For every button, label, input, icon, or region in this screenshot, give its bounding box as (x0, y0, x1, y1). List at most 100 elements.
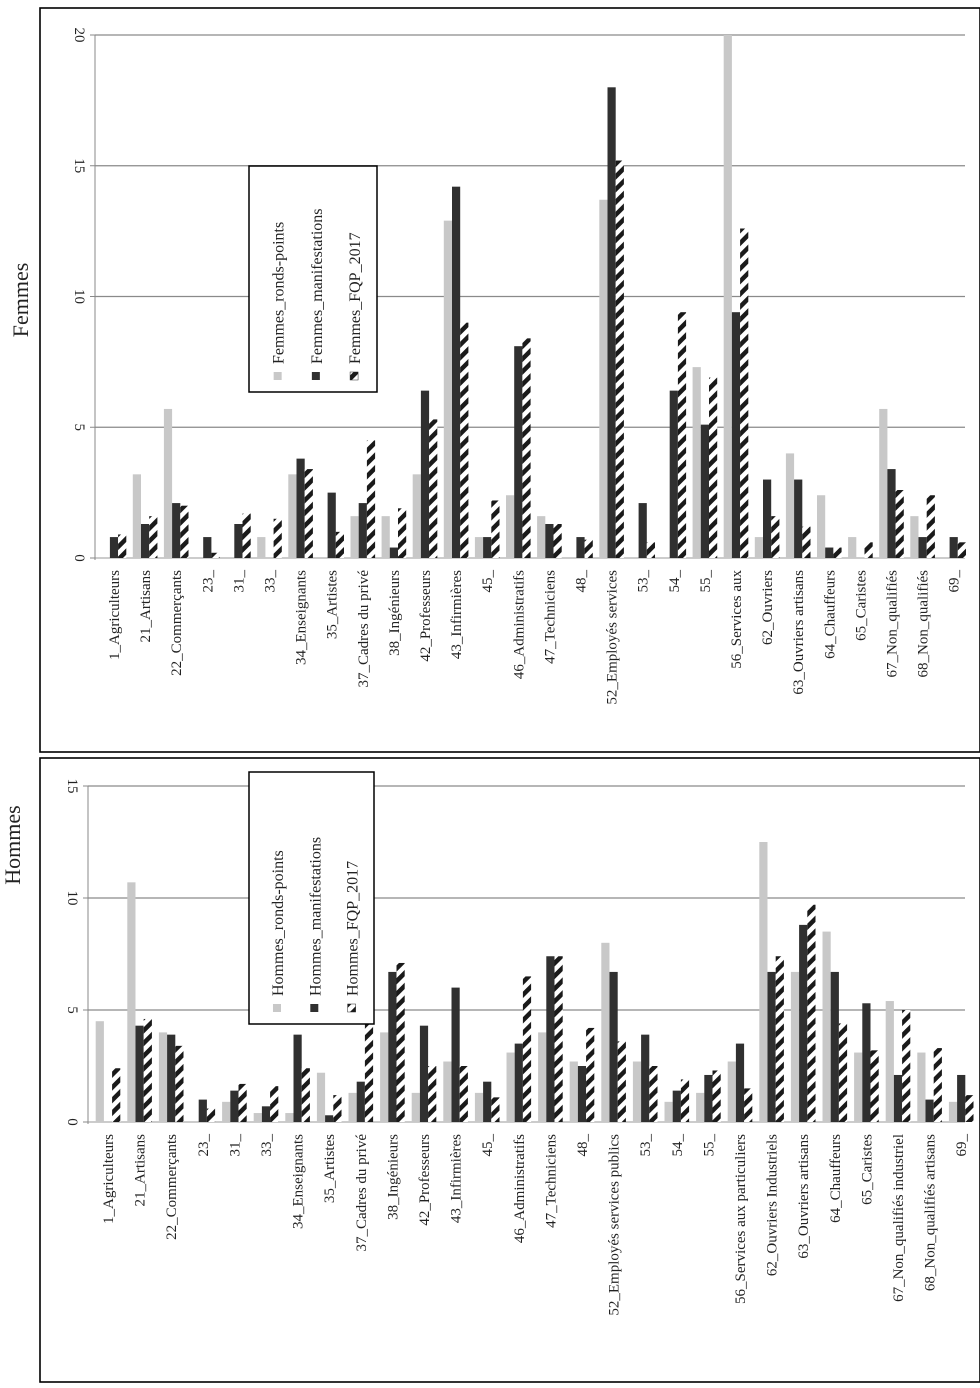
bar-femmes-manifestations (731, 312, 741, 558)
bar-hommes-fqp-2017 (301, 1068, 310, 1122)
legend-box (248, 165, 378, 393)
bar-hommes-fqp-2017 (175, 1045, 184, 1122)
bar-hommes-ronds-points (348, 1092, 357, 1122)
category-label: 43_Infirmières (449, 570, 465, 659)
bar-hommes-ronds-points (854, 1052, 863, 1122)
bar-hommes-manifestations (230, 1090, 239, 1122)
y-tick-label: 5 (71, 424, 87, 432)
legend-swatch (272, 1004, 281, 1012)
bar-femmes-manifestations (296, 458, 305, 558)
category-label: 38_Ingénieurs (385, 1134, 401, 1220)
category-label: 22_Commerçants (169, 570, 185, 676)
bar-femmes-ronds-points (163, 408, 173, 558)
category-label: 53_ (638, 1134, 654, 1157)
legend-box (248, 771, 375, 1025)
bar-hommes-fqp-2017 (522, 976, 532, 1122)
bar-hommes-ronds-points (822, 931, 831, 1122)
bar-femmes-ronds-points (537, 516, 546, 558)
bar-femmes-fqp-2017 (149, 516, 158, 558)
bar-hommes-manifestations (135, 1025, 144, 1122)
bar-femmes-manifestations (327, 492, 336, 558)
category-label: 46_Administratifs (511, 570, 527, 679)
bar-hommes-fqp-2017 (112, 1068, 121, 1122)
category-label: 67_Non_qualifiés (885, 570, 901, 678)
bar-femmes-manifestations (172, 503, 181, 558)
category-label: 21_Artisans (138, 570, 154, 643)
y-tick-label: 15 (71, 158, 87, 173)
bar-hommes-ronds-points (285, 1113, 294, 1122)
bar-hommes-fqp-2017 (838, 1023, 848, 1122)
bar-hommes-manifestations (356, 1081, 365, 1122)
bar-hommes-fqp-2017 (680, 1079, 690, 1122)
category-label: 23_ (200, 570, 216, 593)
bar-femmes-fqp-2017 (553, 524, 562, 558)
chart-panel-hommes: 0 5 10 15 1_Agriculteurs 21_Artisans 22_Commer… (0, 757, 980, 1383)
category-label: 37_Cadres du privé (354, 1134, 370, 1252)
bar-hommes-ronds-points (127, 882, 136, 1122)
legend-label: Femmes_ronds-points (271, 222, 288, 364)
bar-femmes-fqp-2017 (709, 377, 718, 558)
bar-femmes-manifestations (358, 503, 367, 558)
bar-femmes-manifestations (141, 524, 150, 558)
bar-hommes-manifestations (925, 1099, 934, 1122)
bar-hommes-ronds-points (411, 1092, 420, 1122)
bar-hommes-fqp-2017 (902, 1010, 911, 1122)
category-label: 46_Administratifs (512, 1134, 528, 1243)
bar-femmes-ronds-points (288, 474, 297, 558)
bar-femmes-fqp-2017 (242, 513, 251, 558)
category-label: 34_Enseignants (294, 570, 310, 665)
category-label: 62_Ouvriers Industriels (765, 1134, 781, 1276)
category-label: 64_Chauffeurs (822, 570, 838, 659)
y-tick-label: 0 (71, 554, 87, 562)
y-tick-label: 10 (71, 289, 87, 304)
legend: Femmes_ronds-points Femmes_manifestations… (248, 165, 378, 393)
bar-hommes-fqp-2017 (617, 1041, 626, 1122)
category-label: 54_ (667, 570, 683, 593)
bar-femmes-manifestations (109, 537, 119, 558)
bar-femmes-manifestations (763, 479, 772, 558)
bar-femmes-fqp-2017 (180, 505, 189, 558)
category-label: 47_Techniciens (542, 570, 558, 664)
y-tick-label: 5 (64, 1006, 80, 1014)
bar-femmes-manifestations (514, 346, 523, 558)
bar-hommes-fqp-2017 (143, 1018, 152, 1122)
bar-hommes-ronds-points (759, 842, 768, 1122)
bar-femmes-ronds-points (910, 516, 919, 558)
bar-hommes-fqp-2017 (870, 1050, 879, 1122)
bar-hommes-fqp-2017 (396, 962, 405, 1122)
category-label: 63_Ouvriers artisans (791, 570, 807, 695)
bar-hommes-manifestations (419, 1025, 429, 1122)
bar-femmes-ronds-points (132, 474, 141, 558)
bar-femmes-fqp-2017 (460, 322, 469, 558)
bar-hommes-ronds-points (538, 1032, 547, 1122)
bar-hommes-fqp-2017 (238, 1083, 247, 1122)
bar-femmes-ronds-points (692, 367, 701, 558)
bar-hommes-ronds-points (253, 1113, 262, 1122)
bar-hommes-ronds-points (601, 942, 610, 1122)
category-label: 52_Employés services (605, 570, 621, 705)
category-label: 1_Agriculteurs (107, 570, 123, 660)
bar-hommes-fqp-2017 (270, 1086, 279, 1122)
category-label: 48_ (574, 570, 590, 593)
bar-hommes-fqp-2017 (807, 904, 816, 1122)
bar-hommes-ronds-points (727, 1061, 736, 1122)
category-label: 65_Caristes (853, 570, 869, 641)
bar-hommes-fqp-2017 (649, 1066, 658, 1122)
bar-femmes-manifestations (420, 390, 430, 558)
category-label: 21_Artisans (133, 1134, 149, 1207)
bar-femmes-fqp-2017 (802, 526, 811, 558)
bar-femmes-manifestations (918, 537, 927, 558)
bar-femmes-manifestations (234, 524, 243, 558)
bar-hommes-manifestations (767, 971, 776, 1122)
category-label: 62_Ouvriers (760, 570, 776, 645)
bar-hommes-ronds-points (569, 1061, 578, 1122)
bar-femmes-manifestations (887, 469, 896, 558)
panel-frame (39, 7, 980, 753)
bar-hommes-ronds-points (474, 1092, 484, 1122)
panel-title: Femmes (8, 263, 33, 338)
bar-femmes-fqp-2017 (833, 547, 842, 558)
category-label: 23_ (196, 1134, 212, 1157)
category-label: 38_Ingénieurs (387, 570, 403, 656)
bar-hommes-ronds-points (316, 1072, 326, 1122)
bar-hommes-ronds-points (380, 1032, 389, 1122)
